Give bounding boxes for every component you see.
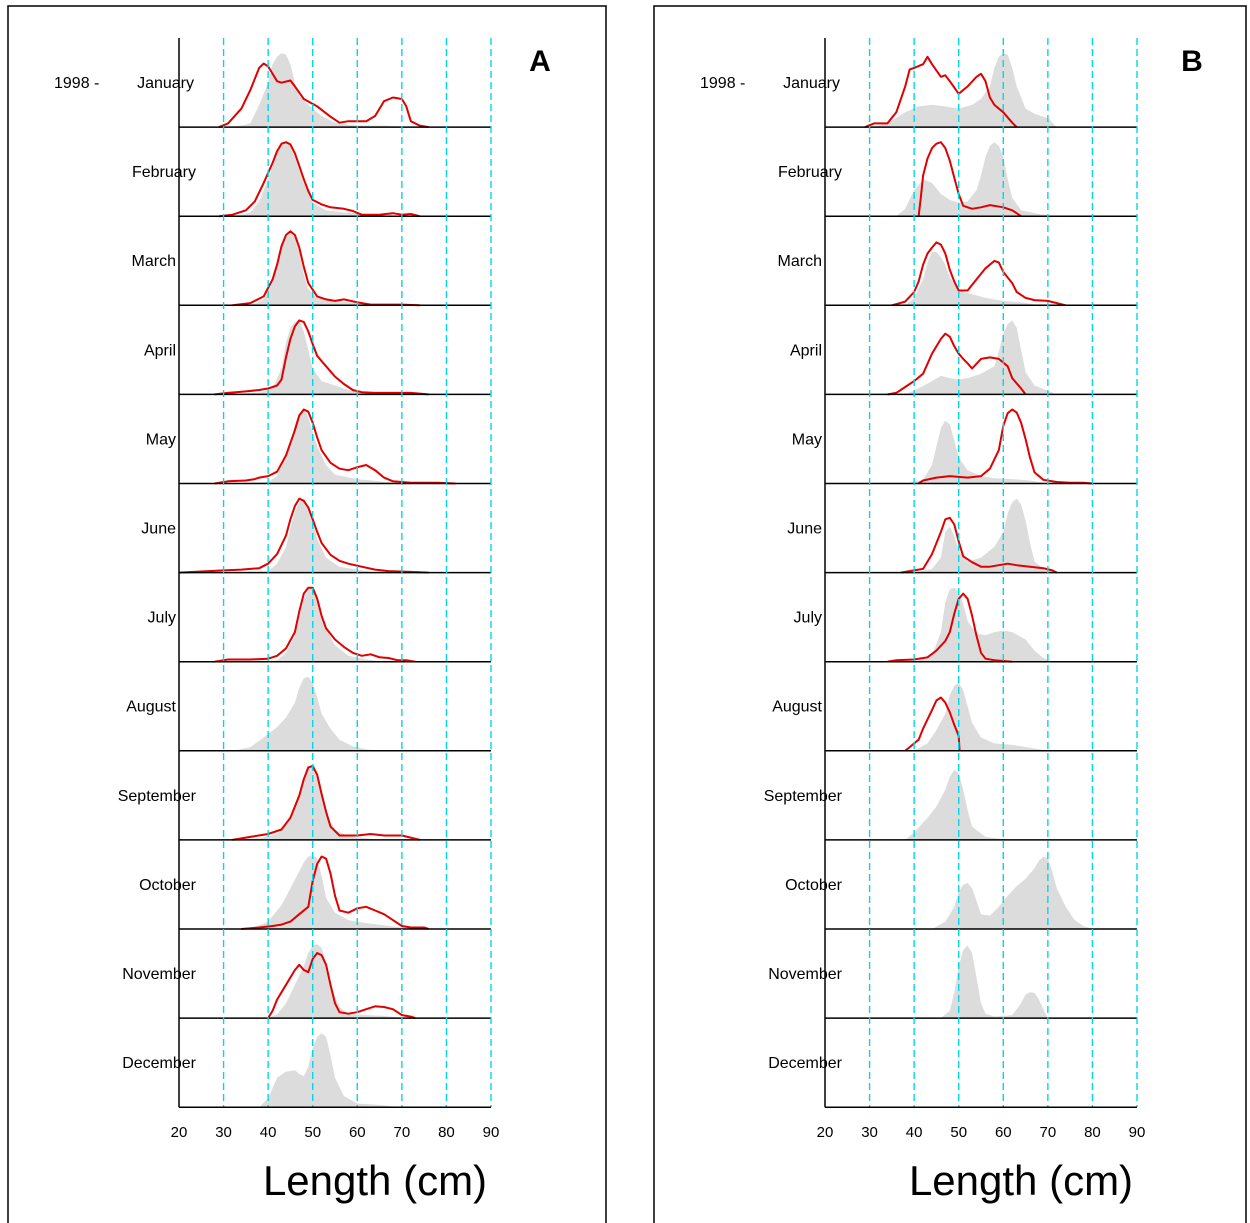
year-label: 1998 - [700,75,745,92]
month-label-october: October [785,877,843,894]
month-label-july: July [794,610,822,627]
x-tick-label-90: 90 [1129,1124,1146,1141]
month-label-may: May [146,431,176,448]
panel-title: A [529,45,551,78]
grey-area-june [914,498,1057,573]
month-label-march: March [778,253,822,270]
red-line-july [214,586,416,663]
x-tick-label-60: 60 [995,1124,1012,1141]
month-label-january: January [783,75,840,92]
year-label: 1998 - [54,75,99,92]
x-tick-label-90: 90 [483,1124,500,1141]
x-tick-label-80: 80 [1084,1124,1101,1141]
month-label-october: October [139,877,197,894]
month-label-september: September [764,788,843,805]
panel-title: B [1181,45,1203,78]
month-label-april: April [144,342,176,359]
grey-area-december [259,1033,402,1108]
grey-area-may [905,420,1048,484]
x-tick-label-50: 50 [950,1124,967,1141]
red-line-november [267,952,416,1020]
red-line-july [887,592,1013,663]
grey-area-september [223,765,384,840]
grey-area-june [223,498,376,573]
grey-area-january [869,53,1057,128]
month-label-august: August [772,699,822,716]
grey-area-february [223,142,411,217]
month-label-june: June [141,521,176,538]
grey-area-march [905,252,1039,306]
grey-area-july [914,587,1053,662]
grey-area-october [932,856,1093,929]
x-axis-title: Length (cm) [909,1157,1133,1204]
month-label-july: July [148,610,176,627]
month-label-december: December [122,1055,196,1072]
x-tick-label-70: 70 [1040,1124,1057,1141]
month-label-march: March [132,253,176,270]
red-line-may [918,408,1093,485]
grey-area-january [223,53,420,128]
grey-area-august [232,676,380,751]
grey-area-april [214,320,393,395]
x-tick-label-80: 80 [438,1124,455,1141]
grey-area-september [905,769,1013,840]
x-axis-title: Length (cm) [263,1157,487,1204]
month-label-january: January [137,75,194,92]
x-tick-label-20: 20 [171,1124,188,1141]
red-line-october [241,855,429,930]
red-line-march [232,230,420,307]
month-label-august: August [126,699,176,716]
panel-frame [653,5,1247,1223]
grey-area-october [250,855,420,929]
x-tick-label-40: 40 [906,1124,923,1141]
month-label-june: June [787,521,822,538]
grey-area-november [940,945,1048,1019]
red-line-april [214,319,429,396]
month-label-december: December [768,1055,842,1072]
month-label-november: November [768,966,842,983]
month-label-september: September [118,788,197,805]
x-tick-label-30: 30 [215,1124,232,1141]
month-label-february: February [778,164,842,181]
grey-area-april [905,320,1057,395]
red-line-june [178,497,429,574]
red-line-march [891,241,1066,307]
x-tick-label-40: 40 [260,1124,277,1141]
grey-area-march [223,232,380,306]
red-line-september [232,764,420,841]
grey-area-august [914,682,1048,751]
month-label-may: May [792,431,822,448]
panel-frame [7,5,607,1223]
red-line-june [900,516,1058,574]
panel-a: January February March April May June July Augu… [7,5,607,1223]
red-line-january [864,55,1018,129]
x-tick-label-60: 60 [349,1124,366,1141]
month-label-february: February [132,164,196,181]
red-line-february [218,141,420,218]
x-tick-label-20: 20 [817,1124,834,1141]
red-line-february [917,141,1022,218]
x-tick-label-70: 70 [394,1124,411,1141]
grey-area-february [896,142,1057,217]
panel-b: January February March April May June July Augu… [653,5,1247,1223]
x-tick-label-30: 30 [861,1124,878,1141]
x-tick-label-50: 50 [304,1124,321,1141]
grey-area-july [223,587,384,662]
red-line-may [214,408,456,485]
red-line-april [887,332,1027,396]
month-label-april: April [790,342,822,359]
grey-area-november [268,944,402,1019]
month-label-november: November [122,966,196,983]
